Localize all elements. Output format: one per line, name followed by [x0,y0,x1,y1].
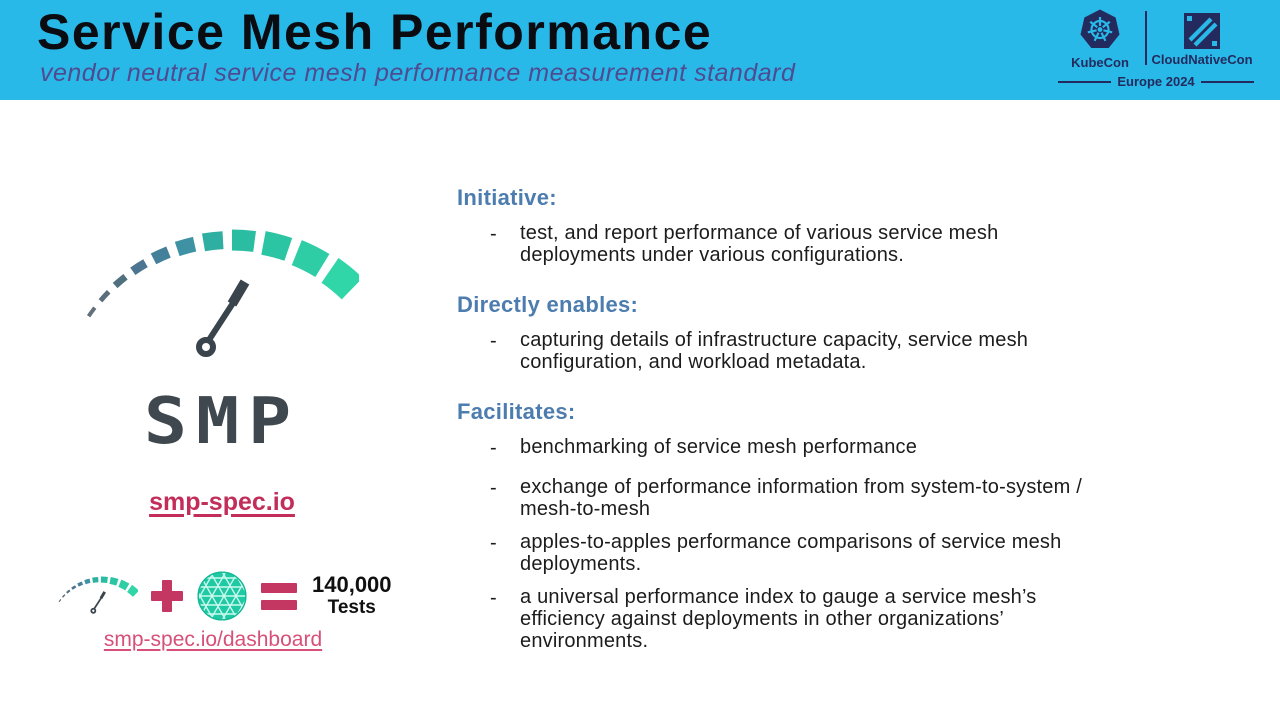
badge-divider [1145,11,1147,65]
spec-link[interactable]: smp-spec.io [149,488,295,516]
page-title: Service Mesh Performance [37,4,713,60]
bullet-item: - apples-to-apples performance compariso… [457,531,1157,575]
cloudnativecon-block: CloudNativeCon [1150,8,1254,67]
bullet-item: - a universal performance index to gauge… [457,587,1157,652]
section-initiative: Initiative: - test, and report performan… [457,185,1157,266]
mesh-sphere-icon [196,570,248,622]
bullet-text: exchange of performance information from… [520,476,1083,520]
bullet-text: benchmarking of service mesh performance [520,436,918,458]
bullet-text: capturing details of infrastructure capa… [520,329,1029,373]
kubecon-label: KubeCon [1071,55,1129,70]
section-heading: Initiative: [457,185,557,210]
bullet-text: test, and report performance of various … [520,222,999,266]
event-badge: KubeCon CloudNativeCon Europe 2024 [1058,8,1255,89]
bullet-dash: - [490,437,497,459]
section-heading: Directly enables: [457,292,639,317]
bullet-text: apples-to-apples performance comparisons… [520,531,1062,575]
header-band: Service Mesh Performance vendor neutral … [0,0,1280,100]
bullet-item: - capturing details of infrastructure ca… [457,329,1157,373]
equation-result-value: 140,000 [312,572,392,598]
bullet-dash: - [490,223,497,245]
page-subtitle: vendor neutral service mesh performance … [40,59,796,87]
equation-result: 140,000 Tests [312,573,392,618]
section-heading: Facilitates: [457,399,576,424]
smp-wordmark: SMP [143,385,301,459]
equals-icon [261,582,297,610]
section-facilitates: Facilitates: - benchmarking of service m… [457,399,1157,652]
edition-label: Europe 2024 [1117,74,1195,89]
bullet-item: - benchmarking of service mesh performan… [457,436,1157,460]
cloudnativecon-square-icon [1184,13,1220,49]
bullet-dash: - [490,587,497,610]
mini-gauge-icon [58,576,138,617]
dashboard-link[interactable]: smp-spec.io/dashboard [103,628,323,651]
bullet-dash: - [490,330,497,352]
bullet-item: - exchange of performance information fr… [457,476,1157,520]
kubecon-wheel-icon [1080,8,1120,52]
smp-gauge-logo-icon [85,228,359,368]
section-directly-enables: Directly enables: - capturing details of… [457,292,1157,373]
bullet-text: a universal performance index to gauge a… [520,586,1037,652]
equation-result-unit: Tests [327,596,376,618]
bullet-dash: - [490,532,497,555]
bullet-dash: - [490,477,497,499]
cloudnativecon-label: CloudNativeCon [1151,52,1253,67]
plus-icon [151,580,183,612]
tests-equation: 140,000 Tests [58,570,392,622]
edition-row: Europe 2024 [1058,74,1255,89]
edition-rule-right [1200,80,1255,83]
kubecon-block: KubeCon [1058,8,1142,70]
bullet-item: - test, and report performance of variou… [457,222,1157,266]
edition-rule-left [1058,80,1112,83]
